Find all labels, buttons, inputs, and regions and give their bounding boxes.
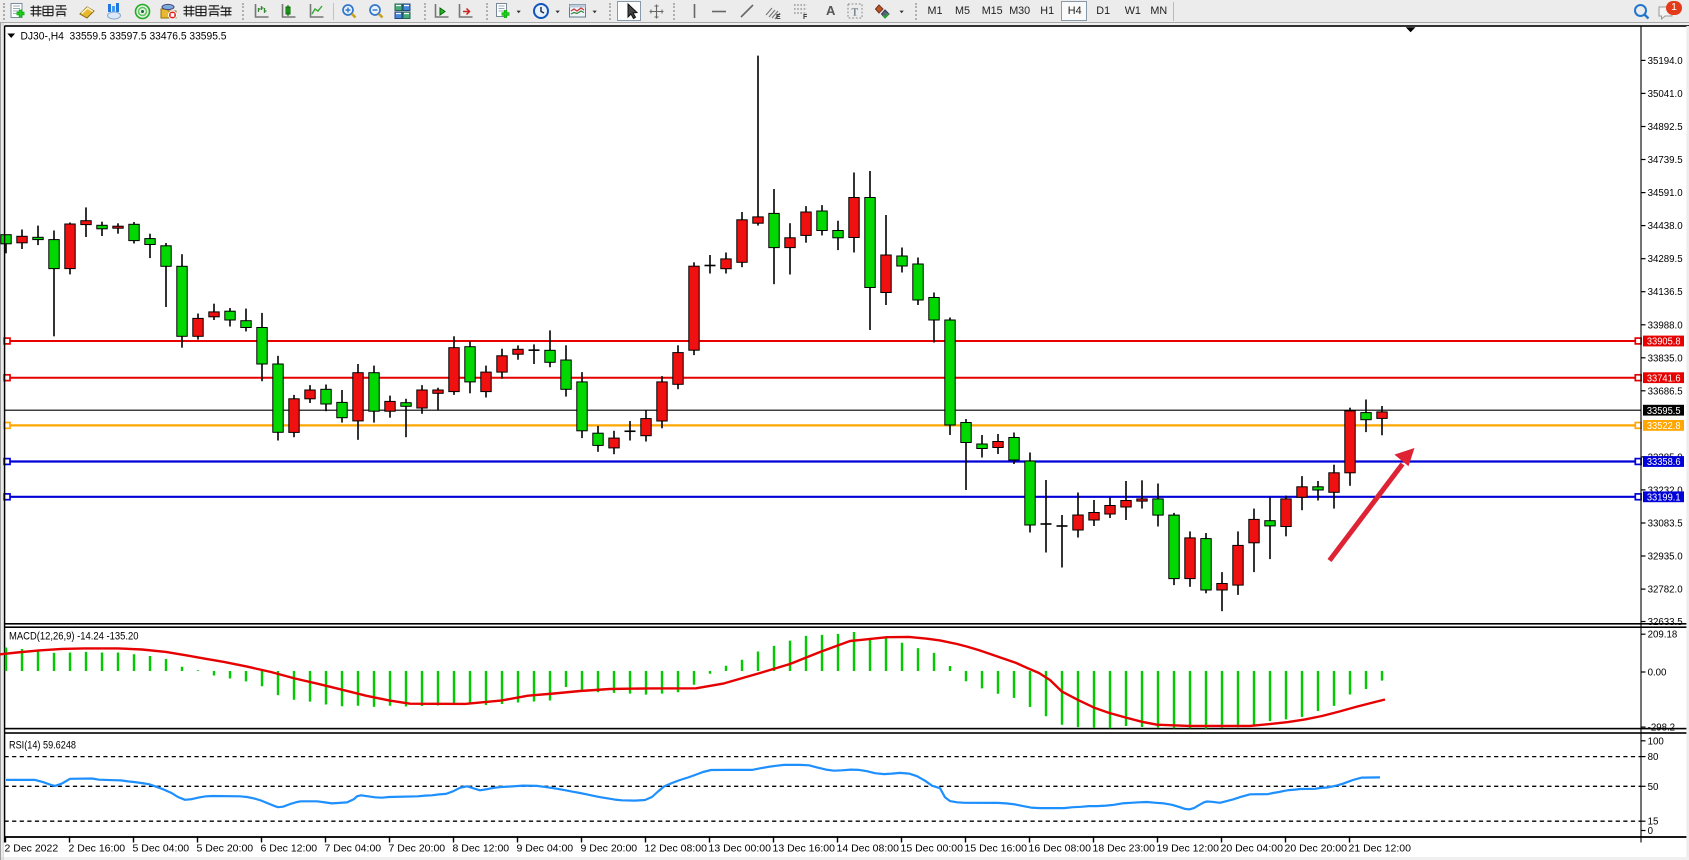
- svg-text:0: 0: [1648, 826, 1654, 837]
- svg-text:34136.5: 34136.5: [1648, 287, 1683, 298]
- svg-text:DJ30-,H4 33559.5 33597.5 3347: DJ30-,H4 33559.5 33597.5 33476.5 33595.5: [21, 31, 227, 43]
- svg-text:34438.0: 34438.0: [1648, 221, 1684, 232]
- svg-text:33595.5: 33595.5: [1647, 406, 1681, 417]
- svg-text:14 Dec 08:00: 14 Dec 08:00: [837, 843, 900, 855]
- svg-text:2 Dec 16:00: 2 Dec 16:00: [69, 843, 126, 855]
- svg-text:15 Dec 00:00: 15 Dec 00:00: [901, 843, 964, 855]
- svg-text:32782.0: 32782.0: [1648, 585, 1684, 596]
- svg-text:18 Dec 23:00: 18 Dec 23:00: [1093, 843, 1156, 855]
- svg-text:13 Dec 00:00: 13 Dec 00:00: [709, 843, 772, 855]
- svg-text:100: 100: [1648, 736, 1665, 747]
- svg-text:34289.5: 34289.5: [1648, 254, 1683, 265]
- svg-text:34591.0: 34591.0: [1648, 188, 1684, 199]
- svg-text:T: T: [852, 7, 859, 19]
- svg-text:F: F: [803, 14, 808, 20]
- svg-text:32935.0: 32935.0: [1648, 552, 1684, 563]
- svg-text:9 Dec 04:00: 9 Dec 04:00: [517, 843, 574, 855]
- svg-text:33083.5: 33083.5: [1648, 519, 1683, 530]
- svg-text:33905.8: 33905.8: [1647, 337, 1681, 348]
- svg-text:50: 50: [1648, 782, 1659, 793]
- svg-text:15 Dec 16:00: 15 Dec 16:00: [965, 843, 1028, 855]
- svg-text:8 Dec 12:00: 8 Dec 12:00: [453, 843, 510, 855]
- svg-text:2 Dec 2022: 2 Dec 2022: [5, 843, 59, 855]
- svg-text:-298.2: -298.2: [1648, 723, 1675, 734]
- svg-text:33199.1: 33199.1: [1647, 492, 1681, 503]
- svg-text:RSI(14) 59.6248: RSI(14) 59.6248: [9, 740, 76, 752]
- svg-text:7 Dec 20:00: 7 Dec 20:00: [389, 843, 446, 855]
- svg-text:34892.5: 34892.5: [1648, 122, 1683, 133]
- svg-text:35194.0: 35194.0: [1648, 56, 1684, 67]
- svg-text:7 Dec 04:00: 7 Dec 04:00: [325, 843, 382, 855]
- svg-text:33686.5: 33686.5: [1648, 386, 1683, 397]
- svg-text:0.00: 0.00: [1648, 668, 1667, 679]
- svg-text:12 Dec 08:00: 12 Dec 08:00: [645, 843, 708, 855]
- svg-text:33522.8: 33522.8: [1647, 421, 1681, 432]
- svg-text:E: E: [776, 14, 781, 20]
- svg-text:33741.6: 33741.6: [1647, 373, 1681, 384]
- svg-text:33232.0: 33232.0: [1648, 485, 1684, 496]
- svg-text:19 Dec 12:00: 19 Dec 12:00: [1157, 843, 1220, 855]
- svg-text:209.18: 209.18: [1648, 630, 1678, 641]
- svg-text:34739.5: 34739.5: [1648, 155, 1683, 166]
- svg-text:33988.0: 33988.0: [1648, 320, 1684, 331]
- svg-text:35041.0: 35041.0: [1648, 89, 1684, 100]
- svg-text:5 Dec 20:00: 5 Dec 20:00: [197, 843, 254, 855]
- svg-text:15: 15: [1648, 817, 1659, 828]
- svg-text:33835.0: 33835.0: [1648, 353, 1684, 364]
- svg-text:6 Dec 12:00: 6 Dec 12:00: [261, 843, 318, 855]
- svg-text:32633.5: 32633.5: [1648, 617, 1683, 628]
- svg-text:13 Dec 16:00: 13 Dec 16:00: [773, 843, 836, 855]
- svg-text:9 Dec 20:00: 9 Dec 20:00: [581, 843, 638, 855]
- svg-text:MACD(12,26,9) -14.24 -135.20: MACD(12,26,9) -14.24 -135.20: [9, 630, 139, 642]
- svg-text:20 Dec 20:00: 20 Dec 20:00: [1285, 843, 1348, 855]
- svg-text:80: 80: [1648, 752, 1659, 763]
- svg-text:5 Dec 04:00: 5 Dec 04:00: [133, 843, 190, 855]
- svg-text:20 Dec 04:00: 20 Dec 04:00: [1221, 843, 1284, 855]
- svg-text:21 Dec 12:00: 21 Dec 12:00: [1349, 843, 1412, 855]
- svg-text:16 Dec 08:00: 16 Dec 08:00: [1029, 843, 1092, 855]
- svg-text:33358.6: 33358.6: [1647, 457, 1681, 468]
